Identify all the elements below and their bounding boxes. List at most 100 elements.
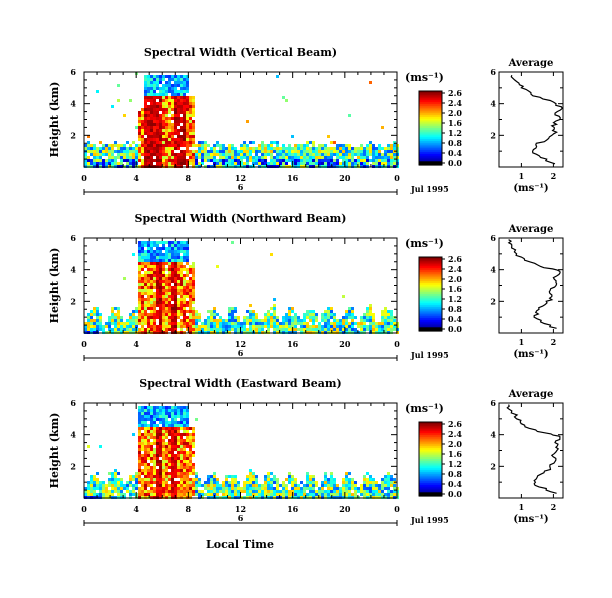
x-tick-label: 8: [186, 504, 192, 514]
chart-title: Spectral Width (Vertical Beam): [144, 46, 337, 59]
average-y-tick-label: 6: [490, 233, 496, 243]
x-tick-label: 4: [133, 504, 139, 514]
x-tick-label: 0: [394, 339, 400, 349]
average-frame: [498, 402, 564, 499]
colorbar-tick-label: 0.4: [448, 479, 462, 489]
date-label: Jul 1995: [410, 350, 449, 360]
colorbar-tick-label: 0.8: [448, 304, 462, 314]
x-tick-label: 8: [186, 173, 192, 183]
y-tick-label: 4: [70, 430, 76, 440]
x-tick-label: 12: [235, 173, 246, 183]
colorbar-tick-label: 0.0: [448, 158, 462, 168]
average-profile-line: [507, 239, 561, 329]
average-y-tick-label: 2: [490, 296, 496, 306]
heatmap-cells: [84, 406, 399, 499]
date-label: Jul 1995: [410, 184, 449, 194]
colorbar-tick-label: 2.4: [448, 264, 462, 274]
average-x-tick-label: 1: [519, 502, 525, 512]
day-label: 6: [238, 348, 244, 358]
average-title: Average: [508, 389, 554, 400]
colorbar-tick-label: 2.4: [448, 429, 462, 439]
average-y-tick-label: 2: [490, 130, 496, 140]
x-tick-label: 0: [81, 173, 87, 183]
x-tick-label: 12: [235, 339, 246, 349]
x-tick-label: 20: [339, 173, 351, 183]
colorbar-tick-label: 0.8: [448, 138, 462, 148]
x-tick-label: 16: [287, 504, 299, 514]
x-tick-label: 0: [81, 504, 87, 514]
x-tick-label: 4: [133, 173, 139, 183]
average-frame: [498, 71, 564, 168]
colorbar-unit-label: (ms⁻¹): [405, 71, 444, 84]
average-y-tick-label: 6: [490, 67, 496, 77]
average-title: Average: [508, 58, 554, 69]
average-title: Average: [508, 224, 554, 235]
colorbar-tick-label: 1.6: [448, 449, 462, 459]
y-tick-label: 2: [70, 296, 76, 306]
average-profile-line: [506, 404, 561, 494]
colorbar-frame: [418, 90, 443, 166]
x-tick-label: 16: [287, 173, 299, 183]
average-x-label: (ms⁻¹): [513, 514, 548, 525]
x-tick-label: 20: [339, 504, 351, 514]
y-tick-label: 4: [70, 99, 76, 109]
y-axis-label: Height (km): [48, 413, 61, 489]
x-tick-label: 0: [81, 339, 87, 349]
x-tick-label: 16: [287, 339, 299, 349]
colorbar-tick-label: 2.0: [448, 108, 462, 118]
average-x-label: (ms⁻¹): [513, 349, 548, 360]
chart-panel-3: Spectral Width (Eastward Beam) 2 4 6 Height …: [48, 377, 564, 526]
average-x-label: (ms⁻¹): [513, 183, 548, 194]
heatmap-cells: [84, 72, 399, 168]
y-tick-label: 2: [70, 130, 76, 140]
colorbar-tick-label: 1.6: [448, 284, 462, 294]
average-y-tick-label: 2: [490, 461, 496, 471]
average-y-tick-label: 4: [490, 265, 496, 275]
average-y-tick-label: 6: [490, 398, 496, 408]
colorbar-frame: [418, 421, 443, 497]
x-axis-label: Local Time: [206, 538, 274, 551]
colorbar-tick-label: 0.8: [448, 469, 462, 479]
average-x-tick-label: 2: [551, 171, 557, 181]
x-tick-label: 0: [394, 504, 400, 514]
colorbar-tick-label: 1.2: [448, 459, 462, 469]
average-x-tick-label: 2: [551, 337, 557, 347]
colorbar-unit-label: (ms⁻¹): [405, 402, 444, 415]
colorbar: 2.62.42.01.61.20.80.40.0: [418, 88, 462, 168]
y-axis-label: Height (km): [48, 82, 61, 158]
x-tick-label: 20: [339, 339, 351, 349]
average-frame: [498, 237, 564, 334]
x-tick-label: 0: [394, 173, 400, 183]
colorbar-tick-label: 2.0: [448, 274, 462, 284]
colorbar-frame: [418, 256, 443, 332]
average-profile-line: [510, 75, 564, 165]
colorbar-tick-label: 0.0: [448, 489, 462, 499]
date-label: Jul 1995: [410, 515, 449, 525]
average-x-tick-label: 2: [551, 502, 557, 512]
y-axis-label: Height (km): [48, 248, 61, 324]
chart-title: Spectral Width (Northward Beam): [135, 212, 347, 225]
colorbar-tick-label: 0.0: [448, 324, 462, 334]
colorbar-tick-label: 0.4: [448, 148, 462, 158]
colorbar-tick-label: 0.4: [448, 314, 462, 324]
colorbar-tick-label: 1.2: [448, 128, 462, 138]
colorbar: 2.62.42.01.61.20.80.40.0: [418, 254, 462, 334]
average-y-tick-label: 4: [490, 430, 496, 440]
y-tick-label: 6: [70, 233, 76, 243]
colorbar-tick-label: 1.6: [448, 118, 462, 128]
y-tick-label: 2: [70, 461, 76, 471]
colorbar: 2.62.42.01.61.20.80.40.0: [418, 419, 462, 499]
colorbar-tick-label: 1.2: [448, 294, 462, 304]
colorbar-tick-label: 2.6: [448, 88, 462, 98]
average-x-tick-label: 1: [519, 337, 525, 347]
chart-title: Spectral Width (Eastward Beam): [139, 377, 341, 390]
x-tick-label: 4: [133, 339, 139, 349]
y-tick-label: 4: [70, 265, 76, 275]
colorbar-unit-label: (ms⁻¹): [405, 237, 444, 250]
day-label: 6: [238, 513, 244, 523]
colorbar-tick-label: 2.0: [448, 439, 462, 449]
